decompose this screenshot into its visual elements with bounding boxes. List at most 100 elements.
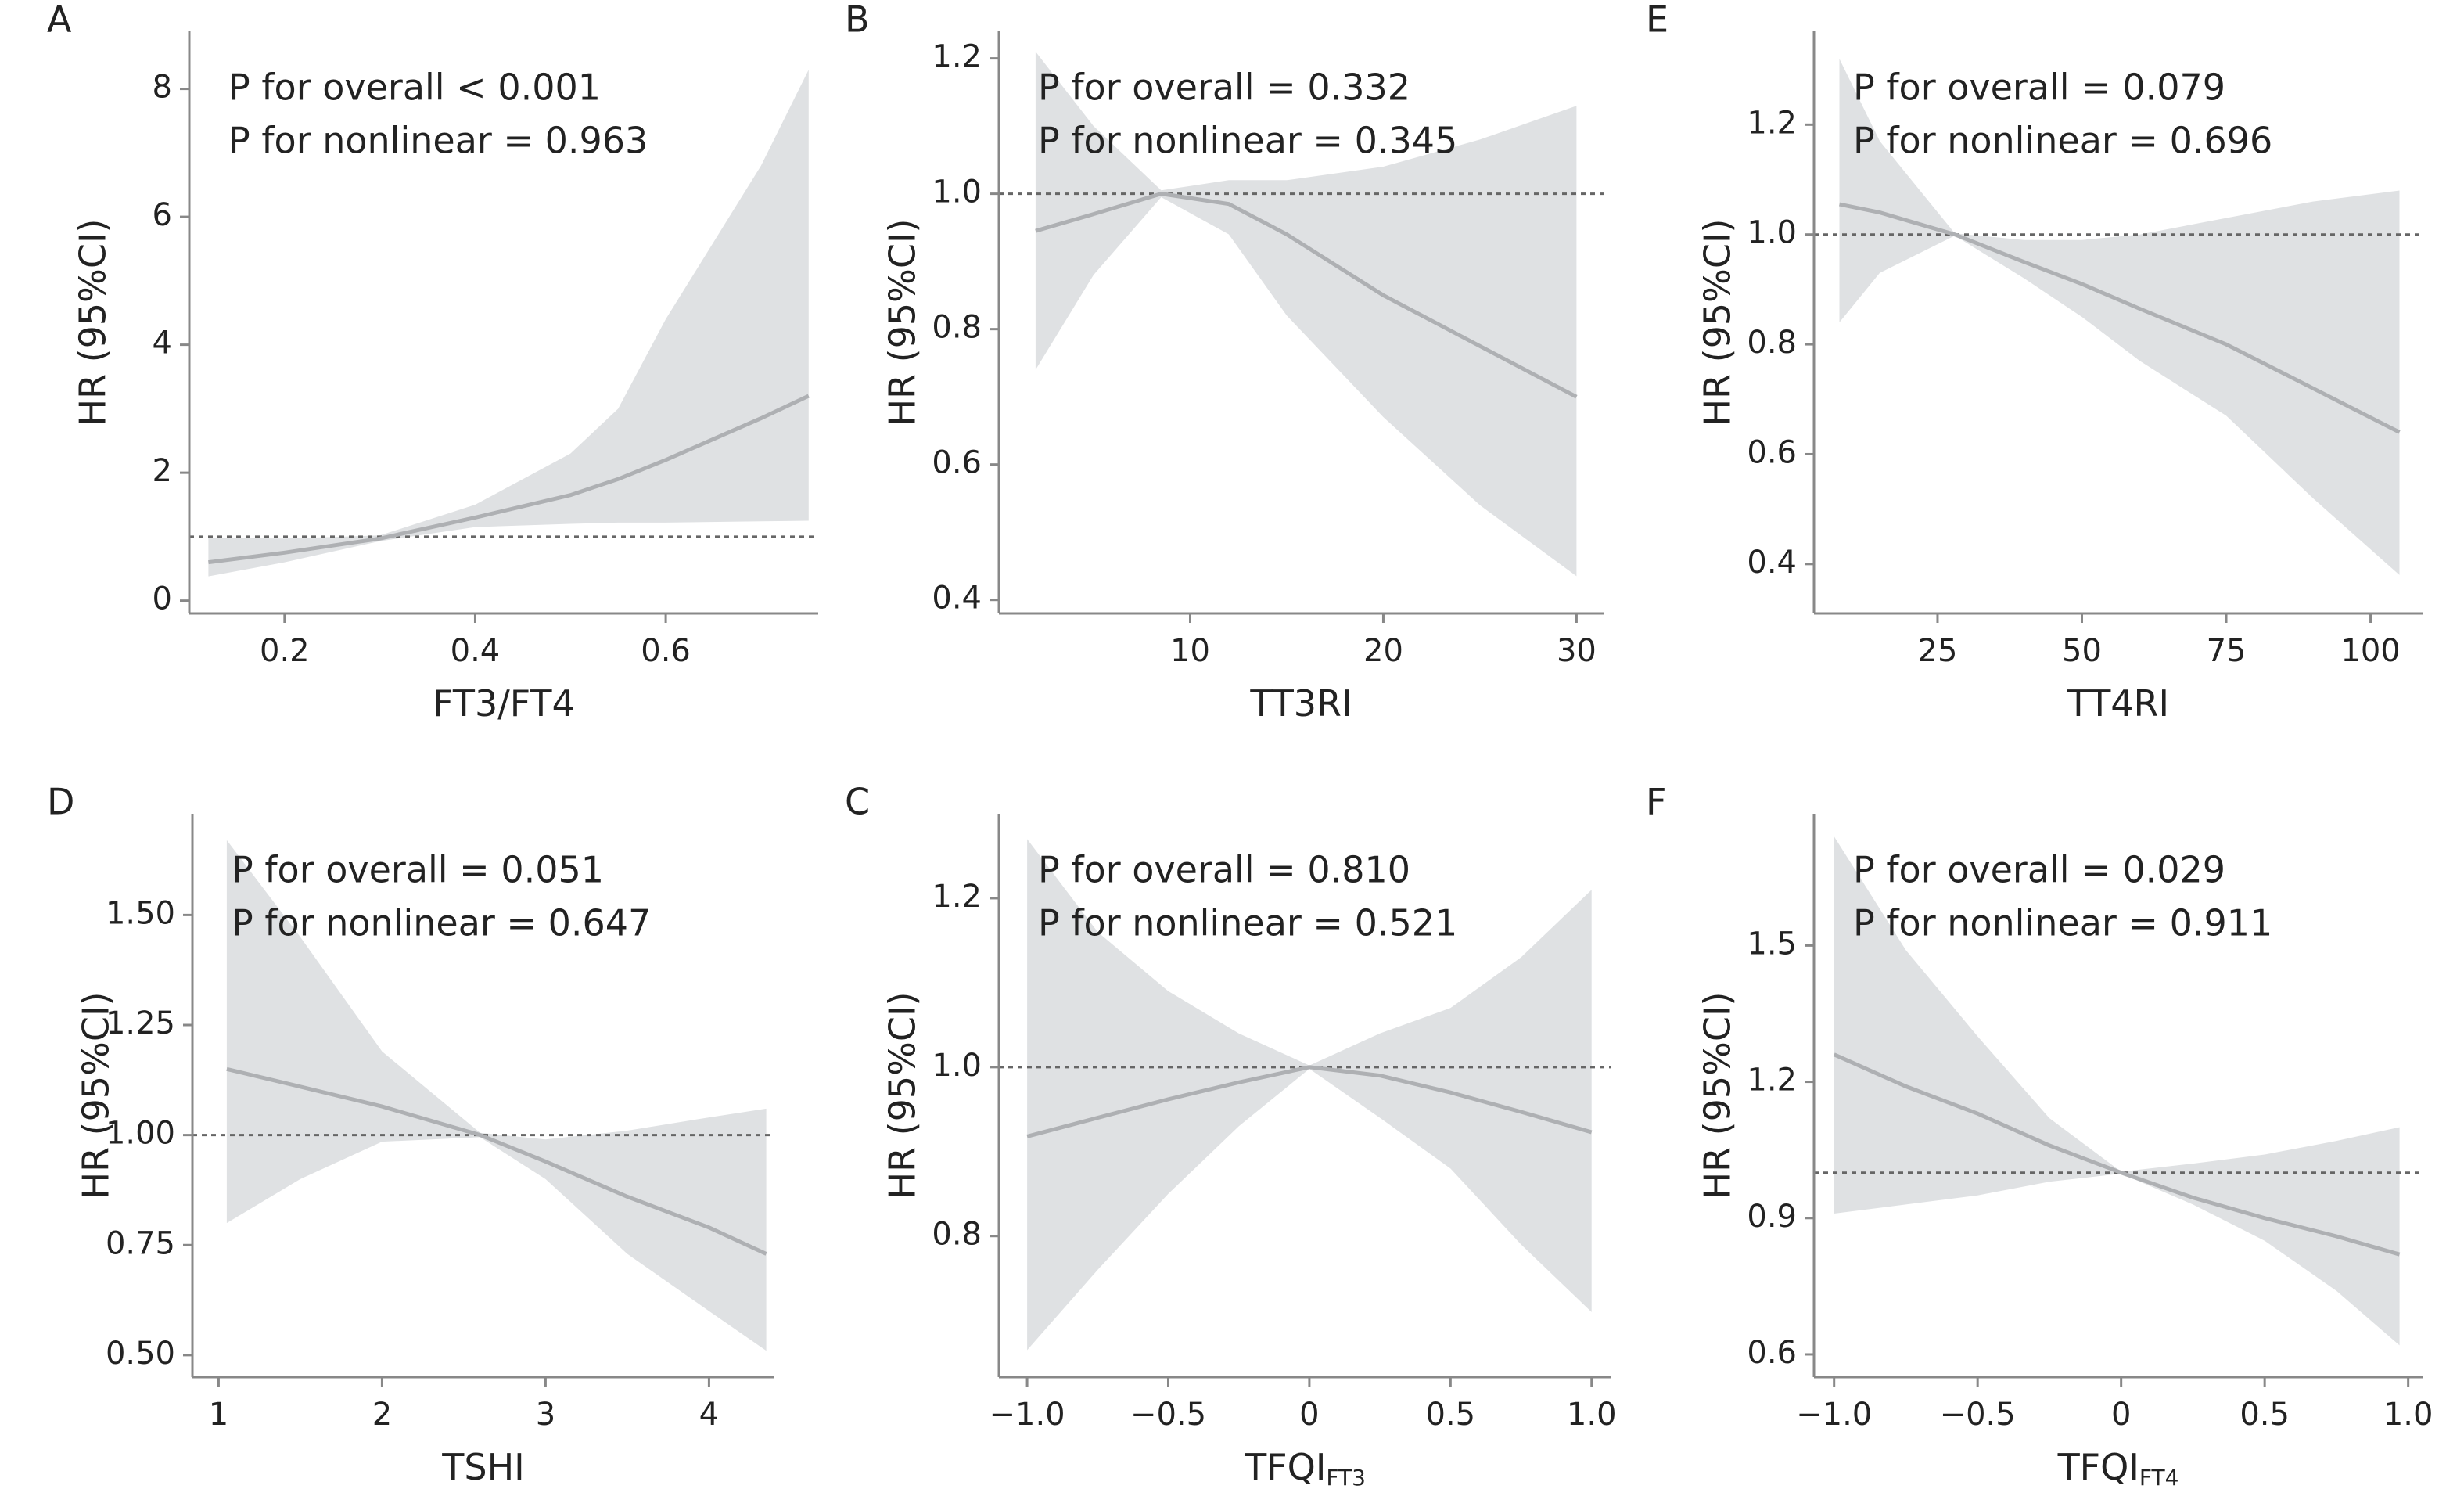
y-tick-label: 1.0 <box>1747 215 1797 251</box>
panel-label: E <box>1646 0 1668 41</box>
y-tick-label: 0.8 <box>932 1217 982 1253</box>
panel-label: F <box>1646 781 1666 823</box>
x-tick-label: 75 <box>2207 633 2247 669</box>
y-axis-label: HR (95%CI) <box>72 219 114 426</box>
hr-line <box>1833 1052 2401 1257</box>
y-tick-label: 1.2 <box>932 879 982 915</box>
y-axis-label: HR (95%CI) <box>1697 219 1739 426</box>
x-axis-label: TFQIFT3 <box>1244 1446 1366 1491</box>
annotation: P for nonlinear = 0.911 <box>1853 902 2272 944</box>
x-axis-label: TSHI <box>441 1446 524 1488</box>
y-tick-label: 1.2 <box>1747 1063 1797 1099</box>
y-axis-label: HR (95%CI) <box>1697 992 1739 1199</box>
x-tick-label: 50 <box>2062 633 2102 669</box>
y-tick-label: 1.0 <box>932 174 982 210</box>
x-tick-label: 0 <box>2111 1397 2131 1433</box>
x-tick-label: −1.0 <box>1796 1397 1872 1433</box>
x-tick-label: 100 <box>2340 633 2400 669</box>
y-tick-label: 1.2 <box>932 39 982 75</box>
x-tick-label: 4 <box>699 1397 719 1433</box>
y-axis-label: HR (95%CI) <box>882 992 924 1199</box>
annotation: P for nonlinear = 0.963 <box>228 120 648 162</box>
y-tick-label: 1.50 <box>106 895 175 931</box>
x-tick-label: 0.2 <box>260 633 310 669</box>
x-tick-label: −0.5 <box>1130 1397 1206 1433</box>
x-tick-label: 1.0 <box>2383 1397 2433 1433</box>
annotation: P for nonlinear = 0.696 <box>1853 120 2272 162</box>
annotation: P for nonlinear = 0.345 <box>1038 120 1457 162</box>
x-axis-label: FT3/FT4 <box>433 682 575 725</box>
x-axis-label-sub: FT4 <box>2139 1465 2179 1491</box>
hr-line <box>1839 202 2401 434</box>
x-axis-label: TFQIFT4 <box>2057 1446 2179 1491</box>
y-axis-label: HR (95%CI) <box>75 992 117 1199</box>
annotation: P for overall = 0.332 <box>1038 67 1410 109</box>
annotation: P for overall = 0.051 <box>232 849 604 891</box>
panel-label: C <box>845 781 870 823</box>
hr-line <box>208 394 810 565</box>
y-tick-label: 0.50 <box>106 1336 175 1372</box>
x-axis-label-sub: FT3 <box>1326 1465 1366 1491</box>
y-tick-label: 0.75 <box>106 1225 175 1261</box>
hr-line <box>1035 192 1578 399</box>
hr-line <box>226 1066 767 1256</box>
x-axis-label: TT4RI <box>2067 682 2169 725</box>
panel-label: B <box>845 0 870 41</box>
y-tick-label: 0.6 <box>1747 1335 1797 1371</box>
ci-band <box>1839 59 2400 575</box>
x-axis-label: TT3RI <box>1249 682 1352 725</box>
x-tick-label: 0.4 <box>451 633 501 669</box>
x-tick-label: 0 <box>1299 1397 1319 1433</box>
y-tick-label: 1.00 <box>106 1116 175 1152</box>
x-tick-label: 1.0 <box>1567 1397 1617 1433</box>
x-tick-label: −1.0 <box>990 1397 1065 1433</box>
x-tick-label: 0.6 <box>641 633 691 669</box>
annotation: P for overall = 0.810 <box>1038 849 1410 891</box>
y-tick-label: 1.2 <box>1747 105 1797 141</box>
y-tick-label: 0.8 <box>932 310 982 346</box>
x-axis-label-main: FT3/FT4 <box>433 682 575 725</box>
y-tick-label: 0 <box>153 581 172 617</box>
y-tick-label: 1.0 <box>932 1048 982 1084</box>
ci-band <box>208 70 809 577</box>
panel-label: D <box>47 781 74 823</box>
annotation: P for nonlinear = 0.647 <box>232 902 651 944</box>
y-tick-label: 4 <box>153 325 172 361</box>
y-tick-label: 1.5 <box>1747 926 1797 962</box>
x-axis-label-main: TT3RI <box>1249 682 1352 725</box>
ci-band <box>1027 839 1592 1351</box>
x-tick-label: 2 <box>372 1397 392 1433</box>
y-tick-label: 0.6 <box>1747 434 1797 470</box>
annotation: P for overall = 0.029 <box>1853 849 2225 891</box>
x-axis-label-main: TFQI <box>2057 1446 2139 1488</box>
y-tick-label: 2 <box>153 453 172 489</box>
x-tick-label: 0.5 <box>2240 1397 2290 1433</box>
y-tick-label: 0.4 <box>1747 545 1797 581</box>
x-tick-label: 20 <box>1363 633 1403 669</box>
annotation: P for overall = 0.079 <box>1853 67 2225 109</box>
x-axis-label-main: TT4RI <box>2067 682 2169 725</box>
annotation: P for nonlinear = 0.521 <box>1038 902 1457 944</box>
y-tick-label: 0.4 <box>932 581 982 617</box>
y-tick-label: 0.9 <box>1747 1199 1797 1235</box>
x-tick-label: 0.5 <box>1426 1397 1476 1433</box>
y-tick-label: 0.6 <box>932 445 982 481</box>
x-axis-label-main: TSHI <box>441 1446 524 1488</box>
y-tick-label: 8 <box>153 70 172 106</box>
panel-label: A <box>47 0 72 41</box>
y-tick-label: 1.25 <box>106 1005 175 1041</box>
y-axis-label: HR (95%CI) <box>882 219 924 426</box>
x-tick-label: 3 <box>536 1397 555 1433</box>
x-tick-label: 10 <box>1170 633 1210 669</box>
y-tick-label: 0.8 <box>1747 325 1797 361</box>
annotation: P for overall < 0.001 <box>228 67 601 109</box>
x-tick-label: 30 <box>1557 633 1597 669</box>
x-tick-label: −0.5 <box>1940 1397 2016 1433</box>
x-axis-label-main: TFQI <box>1244 1446 1326 1488</box>
ci-band <box>1035 52 1577 577</box>
ci-band <box>226 840 767 1351</box>
y-tick-label: 6 <box>153 197 172 233</box>
hr-line <box>1026 1065 1593 1138</box>
